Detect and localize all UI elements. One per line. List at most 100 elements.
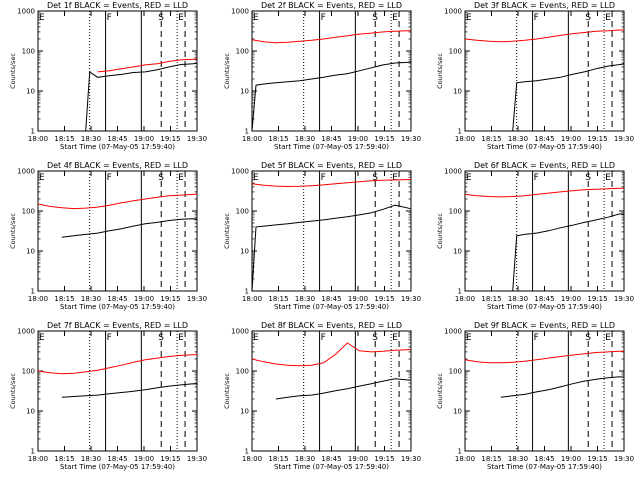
- interval-flag-label: E: [392, 13, 398, 23]
- events-series-line: [500, 376, 624, 398]
- y-tick-label: 1000: [17, 328, 35, 336]
- interval-flag-label: S: [585, 173, 591, 183]
- y-tick-label: 100: [22, 48, 35, 56]
- x-tick-label: 18:00: [455, 135, 475, 143]
- x-tick-label: 19:15: [374, 455, 394, 463]
- x-tick-label: 18:30: [508, 295, 528, 303]
- y-tick-label: 1: [31, 288, 35, 296]
- x-axis-label: Start Time (07-May-05 17:59:40): [60, 303, 175, 311]
- x-tick-label: 18:30: [508, 135, 528, 143]
- x-tick-label: 18:00: [455, 295, 475, 303]
- interval-flag-label: E: [466, 13, 472, 23]
- panel-det-6: Det 6f BLACK = Events, RED = LLD 1 10 100 10…: [436, 161, 634, 311]
- y-tick-label: 100: [449, 368, 462, 376]
- x-tick-label: 19:00: [134, 455, 154, 463]
- y-tick-label: 1: [458, 288, 462, 296]
- x-tick-label: 18:15: [54, 135, 74, 143]
- events-series-line: [61, 383, 197, 398]
- y-tick-label: 1000: [444, 328, 462, 336]
- y-axis-label: Counts/sec: [223, 373, 231, 409]
- interval-flag-label: E: [466, 173, 472, 183]
- axes-frame: [251, 330, 412, 452]
- y-axis-label: Counts/sec: [9, 373, 17, 409]
- events-series-line: [275, 378, 411, 400]
- x-tick-label: 18:00: [242, 295, 262, 303]
- panel-title: Det 9f BLACK = Events, RED = LLD: [474, 321, 615, 330]
- lld-series-line: [38, 353, 197, 375]
- panel-det-5: Det 5f BLACK = Events, RED = LLD 1 10 100 10…: [223, 161, 421, 311]
- interval-flag-label: S: [585, 333, 591, 343]
- x-axis-label: Start Time (07-May-05 17:59:40): [60, 463, 175, 471]
- x-tick-label: 19:30: [614, 295, 634, 303]
- lld-series-line: [465, 29, 624, 43]
- panel-title: Det 6f BLACK = Events, RED = LLD: [474, 161, 615, 170]
- y-tick-label: 1000: [17, 168, 35, 176]
- y-tick-label: 10: [240, 248, 249, 256]
- interval-flag-label: F: [534, 173, 539, 183]
- x-tick-label: 19:30: [614, 455, 634, 463]
- y-tick-label: 1: [245, 128, 249, 136]
- x-tick-label: 18:30: [81, 135, 101, 143]
- x-tick-label: 19:30: [401, 295, 421, 303]
- events-series-line: [85, 62, 197, 131]
- panel-det-1: Det 1f BLACK = Events, RED = LLD 1 10 100 10…: [9, 1, 207, 151]
- y-tick-label: 1000: [231, 8, 249, 16]
- lld-series-line: [97, 58, 197, 73]
- x-axis-label: Start Time (07-May-05 17:59:40): [487, 143, 602, 151]
- x-tick-label: 18:30: [81, 295, 101, 303]
- x-tick-label: 18:15: [268, 455, 288, 463]
- panel-det-2: Det 2f BLACK = Events, RED = LLD 1 10 100 10…: [223, 1, 421, 151]
- y-tick-label: 100: [22, 208, 35, 216]
- x-tick-label: 19:30: [187, 295, 207, 303]
- interval-flag-label: E: [253, 333, 259, 343]
- y-tick-label: 1: [245, 448, 249, 456]
- y-tick-label: 10: [26, 88, 35, 96]
- lld-series-line: [38, 193, 197, 210]
- panel-det-4: Det 4f BLACK = Events, RED = LLD 1 10 100 10…: [9, 161, 207, 311]
- y-tick-label: 1: [31, 128, 35, 136]
- y-tick-label: 1000: [444, 8, 462, 16]
- x-tick-label: 19:00: [348, 135, 368, 143]
- x-tick-label: 19:00: [561, 455, 581, 463]
- x-tick-label: 18:45: [321, 455, 341, 463]
- x-tick-label: 18:15: [54, 295, 74, 303]
- interval-flag-label: S: [372, 173, 378, 183]
- y-tick-label: 1000: [231, 328, 249, 336]
- interval-flag-label: E: [392, 173, 398, 183]
- interval-flag-label: E: [253, 13, 259, 23]
- y-tick-label: 10: [453, 248, 462, 256]
- y-tick-label: 100: [236, 368, 249, 376]
- x-tick-label: 19:15: [587, 455, 607, 463]
- y-tick-label: 10: [453, 88, 462, 96]
- y-tick-label: 10: [240, 88, 249, 96]
- panel-title: Det 2f BLACK = Events, RED = LLD: [261, 1, 402, 10]
- x-tick-label: 19:15: [374, 135, 394, 143]
- interval-flag-label: E: [605, 333, 611, 343]
- y-tick-label: 100: [22, 368, 35, 376]
- axes-frame: [251, 10, 412, 132]
- lld-series-line: [252, 178, 411, 188]
- x-tick-label: 19:00: [348, 455, 368, 463]
- y-tick-label: 1: [245, 288, 249, 296]
- axes-frame: [251, 170, 412, 292]
- interval-flag-label: E: [178, 13, 184, 23]
- x-tick-label: 19:15: [587, 135, 607, 143]
- x-tick-label: 18:15: [481, 295, 501, 303]
- x-tick-label: 18:00: [242, 135, 262, 143]
- y-axis-label: Counts/sec: [436, 213, 444, 249]
- x-tick-label: 18:30: [295, 455, 315, 463]
- x-tick-label: 18:00: [28, 455, 48, 463]
- x-tick-label: 19:30: [187, 455, 207, 463]
- y-tick-label: 1: [31, 448, 35, 456]
- y-tick-label: 1: [458, 128, 462, 136]
- x-tick-label: 18:45: [534, 135, 554, 143]
- interval-flag-label: E: [178, 173, 184, 183]
- interval-flag-label: E: [39, 333, 45, 343]
- interval-flag-label: E: [392, 333, 398, 343]
- panel-title: Det 4f BLACK = Events, RED = LLD: [47, 161, 188, 170]
- x-tick-label: 18:45: [321, 295, 341, 303]
- axes-frame: [464, 10, 625, 132]
- y-tick-label: 1000: [17, 8, 35, 16]
- x-tick-label: 19:30: [614, 135, 634, 143]
